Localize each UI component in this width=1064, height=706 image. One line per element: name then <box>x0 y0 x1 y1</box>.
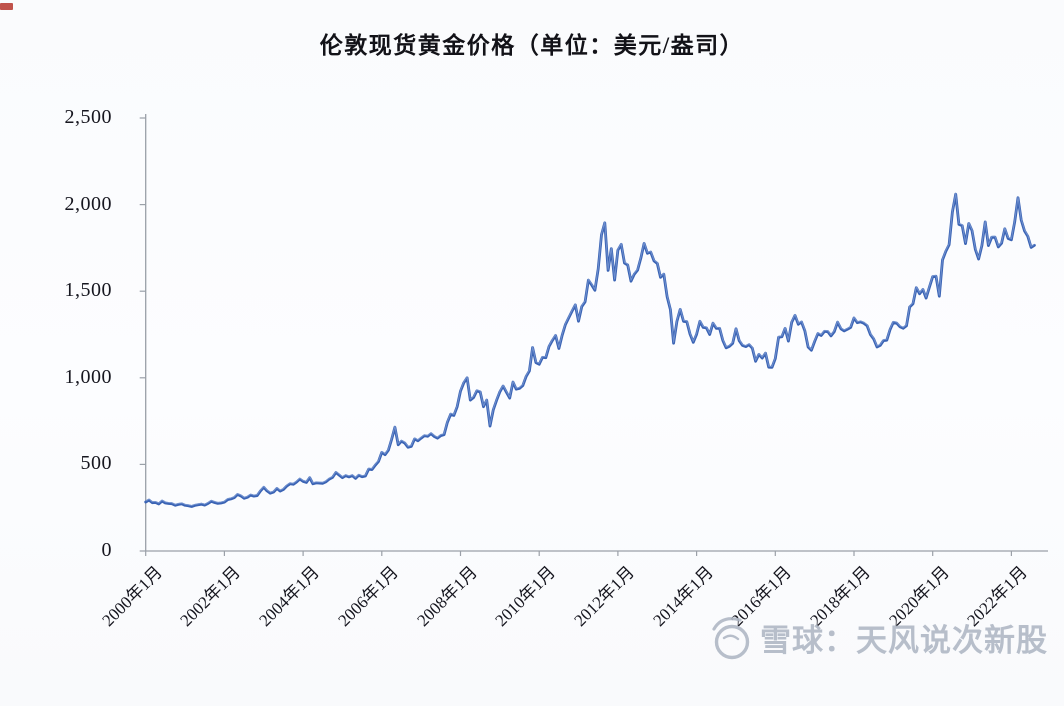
y-axis-label: 500 <box>80 452 112 475</box>
price-line <box>144 192 1036 508</box>
y-axis-label: 2,000 <box>64 192 112 215</box>
y-axis-label: 0 <box>101 539 112 561</box>
y-axis-label: 1,500 <box>64 279 112 302</box>
y-axis-label: 1,000 <box>64 365 112 388</box>
price-line-highlight <box>145 192 1035 507</box>
y-axis-label: 2,500 <box>64 106 112 128</box>
corner-mark <box>0 3 13 10</box>
page-title: 伦敦现货黄金价格（单位：美元/盎司） <box>319 33 745 58</box>
